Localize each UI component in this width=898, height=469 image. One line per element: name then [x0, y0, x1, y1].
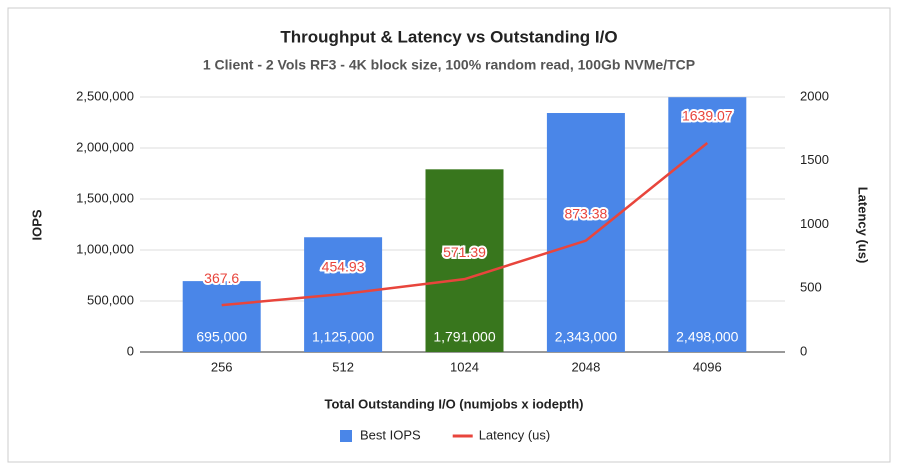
bar-value-label: 2,498,000: [676, 329, 738, 345]
line-value-label: 571.39: [443, 244, 486, 260]
x-tick-label: 256: [211, 359, 233, 374]
line-value-label: 454.93: [322, 259, 365, 275]
x-tick-label: 4096: [693, 359, 722, 374]
y2-tick-label: 500: [800, 280, 822, 295]
chart-title: Throughput & Latency vs Outstanding I/O: [280, 27, 617, 46]
line-value-label: 367.6: [204, 270, 239, 286]
y-tick-label: 1,500,000: [76, 190, 134, 205]
bar-value-label: 1,791,000: [433, 329, 495, 345]
y2-tick-label: 2000: [800, 88, 829, 103]
y-tick-label: 500,000: [87, 292, 134, 307]
line-value-label: 1639.07: [682, 108, 733, 124]
chart-subtitle: 1 Client - 2 Vols RF3 - 4K block size, 1…: [203, 57, 695, 73]
y-tick-label: 0: [127, 343, 134, 358]
legend-label: Best IOPS: [360, 427, 421, 442]
line: [221, 142, 709, 307]
x-tick-label: 2048: [571, 359, 600, 374]
y2-axis-title: Latency (us): [856, 187, 871, 264]
legend-swatch: [340, 430, 352, 442]
y2-tick-label: 0: [800, 343, 807, 358]
legend-label: Latency (us): [479, 427, 551, 442]
y-tick-label: 2,500,000: [76, 88, 134, 103]
bar: [546, 113, 625, 352]
x-axis-title: Total Outstanding I/O (numjobs x iodepth…: [324, 396, 583, 411]
y-tick-label: 2,000,000: [76, 139, 134, 154]
bar: [425, 169, 504, 352]
y-tick-label: 1,000,000: [76, 241, 134, 256]
bar-value-label: 2,343,000: [555, 329, 617, 345]
x-tick-label: 1024: [450, 359, 479, 374]
y2-tick-label: 1500: [800, 152, 829, 167]
bar-value-label: 1,125,000: [312, 329, 374, 345]
bar: [182, 281, 261, 352]
bar-value-label: 695,000: [196, 329, 247, 345]
line-value-label: 873.38: [564, 205, 607, 221]
bar: [668, 97, 747, 352]
x-tick-label: 512: [332, 359, 354, 374]
y-axis-title: IOPS: [29, 209, 44, 240]
y2-tick-label: 1000: [800, 216, 829, 231]
